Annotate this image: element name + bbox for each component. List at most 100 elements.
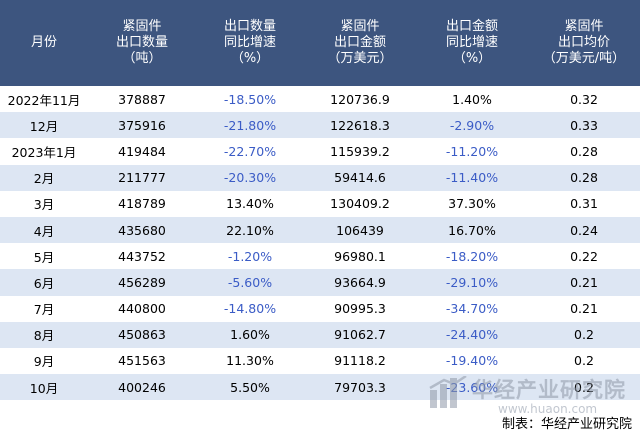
header-row: 月份 紧固件 出口数量 （吨） 出口数量 同比增速 （%） 紧固件 出口金额 （万美元） 出口金额同… bbox=[0, 0, 640, 86]
cell-avg-price: 0.33 bbox=[528, 112, 640, 139]
header-line: （万美元/吨） bbox=[542, 51, 626, 66]
cell-month: 4月 bbox=[0, 216, 88, 244]
cell-volume-growth: 5.50% bbox=[196, 374, 304, 401]
table-body: 2022年11月 378887 -18.50% 120736.9 1.40% 0.32 12… bbox=[0, 86, 640, 401]
cell-month: 8月 bbox=[0, 321, 88, 348]
header-line: 月份 bbox=[30, 35, 57, 50]
cell-export-value: 90995.3 bbox=[304, 295, 416, 322]
cell-month: 6月 bbox=[0, 269, 88, 296]
cell-avg-price: 0.24 bbox=[528, 216, 640, 244]
cell-volume-growth: -18.50% bbox=[196, 86, 304, 113]
table-row: 6月 456289 -5.60% 93664.9 -29.10% 0.21 bbox=[0, 269, 640, 296]
table-row: 8月 450863 1.60% 91062.7 -24.40% 0.2 bbox=[0, 321, 640, 348]
cell-month: 2月 bbox=[0, 164, 88, 191]
header-line: 同比增速 bbox=[445, 35, 498, 50]
header-avg-price: 紧固件 出口均价 （万美元/吨） bbox=[528, 0, 640, 86]
cell-export-volume: 419484 bbox=[88, 138, 196, 165]
cell-export-volume: 450863 bbox=[88, 321, 196, 348]
cell-month: 7月 bbox=[0, 295, 88, 322]
cell-export-volume: 375916 bbox=[88, 112, 196, 139]
table-row: 4月 435680 22.10% 106439 16.70% 0.24 bbox=[0, 216, 640, 244]
cell-export-volume: 418789 bbox=[88, 190, 196, 217]
cell-avg-price: 0.2 bbox=[528, 347, 640, 375]
table-row: 9月 451563 11.30% 91118.2 -19.40% 0.2 bbox=[0, 347, 640, 375]
cell-value-growth: -18.20% bbox=[416, 243, 528, 270]
cell-export-volume: 378887 bbox=[88, 86, 196, 113]
cell-avg-price: 0.32 bbox=[528, 86, 640, 113]
cell-export-value: 79703.3 bbox=[304, 374, 416, 401]
cell-avg-price: 0.21 bbox=[528, 269, 640, 296]
table-row: 12月 375916 -21.80% 122618.3 -2.90% 0.33 bbox=[0, 112, 640, 139]
header-volume-growth: 出口数量 同比增速 （%） bbox=[196, 0, 304, 86]
cell-value-growth: -11.20% bbox=[416, 138, 528, 165]
footer-bar bbox=[0, 408, 640, 436]
cell-export-value: 91118.2 bbox=[304, 347, 416, 375]
cell-export-volume: 211777 bbox=[88, 164, 196, 191]
cell-value-growth: -2.90% bbox=[416, 112, 528, 139]
table-row: 7月 440800 -14.80% 90995.3 -34.70% 0.21 bbox=[0, 295, 640, 322]
header-line: （%） bbox=[452, 51, 492, 66]
cell-value-growth: -24.40% bbox=[416, 321, 528, 348]
table-row: 2023年1月 419484 -22.70% 115939.2 -11.20% 0.28 bbox=[0, 138, 640, 165]
cell-volume-growth: -5.60% bbox=[196, 269, 304, 296]
cell-value-growth: -19.40% bbox=[416, 347, 528, 375]
header-line: 紧固件 bbox=[122, 19, 162, 34]
cell-avg-price: 0.2 bbox=[528, 374, 640, 401]
cell-month: 5月 bbox=[0, 243, 88, 270]
cell-volume-growth: 22.10% bbox=[196, 216, 304, 244]
header-line: 出口数量 bbox=[115, 35, 168, 50]
cell-export-value: 120736.9 bbox=[304, 86, 416, 113]
cell-export-value: 93664.9 bbox=[304, 269, 416, 296]
cell-avg-price: 0.28 bbox=[528, 138, 640, 165]
cell-volume-growth: -22.70% bbox=[196, 138, 304, 165]
table-row: 2022年11月 378887 -18.50% 120736.9 1.40% 0.32 bbox=[0, 86, 640, 113]
table-row: 2月 211777 -20.30% 59414.6 -11.40% 0.28 bbox=[0, 164, 640, 191]
cell-export-volume: 451563 bbox=[88, 347, 196, 375]
table-row: 10月 400246 5.50% 79703.3 -23.60% 0.2 bbox=[0, 374, 640, 401]
cell-month: 2023年1月 bbox=[0, 138, 88, 165]
header-month: 月份 bbox=[0, 0, 88, 86]
cell-avg-price: 0.22 bbox=[528, 243, 640, 270]
cell-export-value: 91062.7 bbox=[304, 321, 416, 348]
cell-export-volume: 440800 bbox=[88, 295, 196, 322]
cell-export-volume: 435680 bbox=[88, 216, 196, 244]
table-header: 月份 紧固件 出口数量 （吨） 出口数量 同比增速 （%） 紧固件 出口金额 （万美元） 出口金额同… bbox=[0, 0, 640, 86]
header-export-volume: 紧固件 出口数量 （吨） bbox=[88, 0, 196, 86]
header-value-growth: 出口金额 同比增速 （%） bbox=[416, 0, 528, 86]
cell-volume-growth: -1.20% bbox=[196, 243, 304, 270]
cell-export-value: 130409.2 bbox=[304, 190, 416, 217]
cell-export-volume: 443752 bbox=[88, 243, 196, 270]
cell-export-volume: 400246 bbox=[88, 374, 196, 401]
cell-value-growth: 37.30% bbox=[416, 190, 528, 217]
cell-export-value: 106439 bbox=[304, 216, 416, 244]
cell-volume-growth: -14.80% bbox=[196, 295, 304, 322]
cell-avg-price: 0.28 bbox=[528, 164, 640, 191]
header-export-value: 紧固件 出口金额 （万美元） bbox=[304, 0, 416, 86]
cell-volume-growth: 1.60% bbox=[196, 321, 304, 348]
cell-value-growth: -34.70% bbox=[416, 295, 528, 322]
cell-volume-growth: -21.80% bbox=[196, 112, 304, 139]
header-line: 出口金额 bbox=[333, 35, 386, 50]
header-line: 出口均价 bbox=[557, 35, 610, 50]
cell-month: 10月 bbox=[0, 374, 88, 401]
cell-month: 2022年11月 bbox=[0, 86, 88, 113]
source-note: 制表：华经产业研究院 bbox=[501, 417, 632, 432]
cell-avg-price: 0.31 bbox=[528, 190, 640, 217]
cell-export-volume: 456289 bbox=[88, 269, 196, 296]
cell-avg-price: 0.21 bbox=[528, 295, 640, 322]
cell-value-growth: -29.10% bbox=[416, 269, 528, 296]
cell-month: 3月 bbox=[0, 190, 88, 217]
table-row: 5月 443752 -1.20% 96980.1 -18.20% 0.22 bbox=[0, 243, 640, 270]
header-line: 紧固件 bbox=[340, 19, 380, 34]
cell-month: 12月 bbox=[0, 112, 88, 139]
cell-value-growth: 16.70% bbox=[416, 216, 528, 244]
header-line: 同比增速 bbox=[223, 35, 276, 50]
cell-export-value: 115939.2 bbox=[304, 138, 416, 165]
header-line: 紧固件 bbox=[564, 19, 604, 34]
header-line: （万美元） bbox=[327, 51, 393, 66]
cell-export-value: 59414.6 bbox=[304, 164, 416, 191]
table-row: 3月 418789 13.40% 130409.2 37.30% 0.31 bbox=[0, 190, 640, 217]
header-line: 出口金额 bbox=[445, 19, 498, 34]
export-table: 月份 紧固件 出口数量 （吨） 出口数量 同比增速 （%） 紧固件 出口金额 （万美元） 出口金额同… bbox=[0, 0, 640, 401]
